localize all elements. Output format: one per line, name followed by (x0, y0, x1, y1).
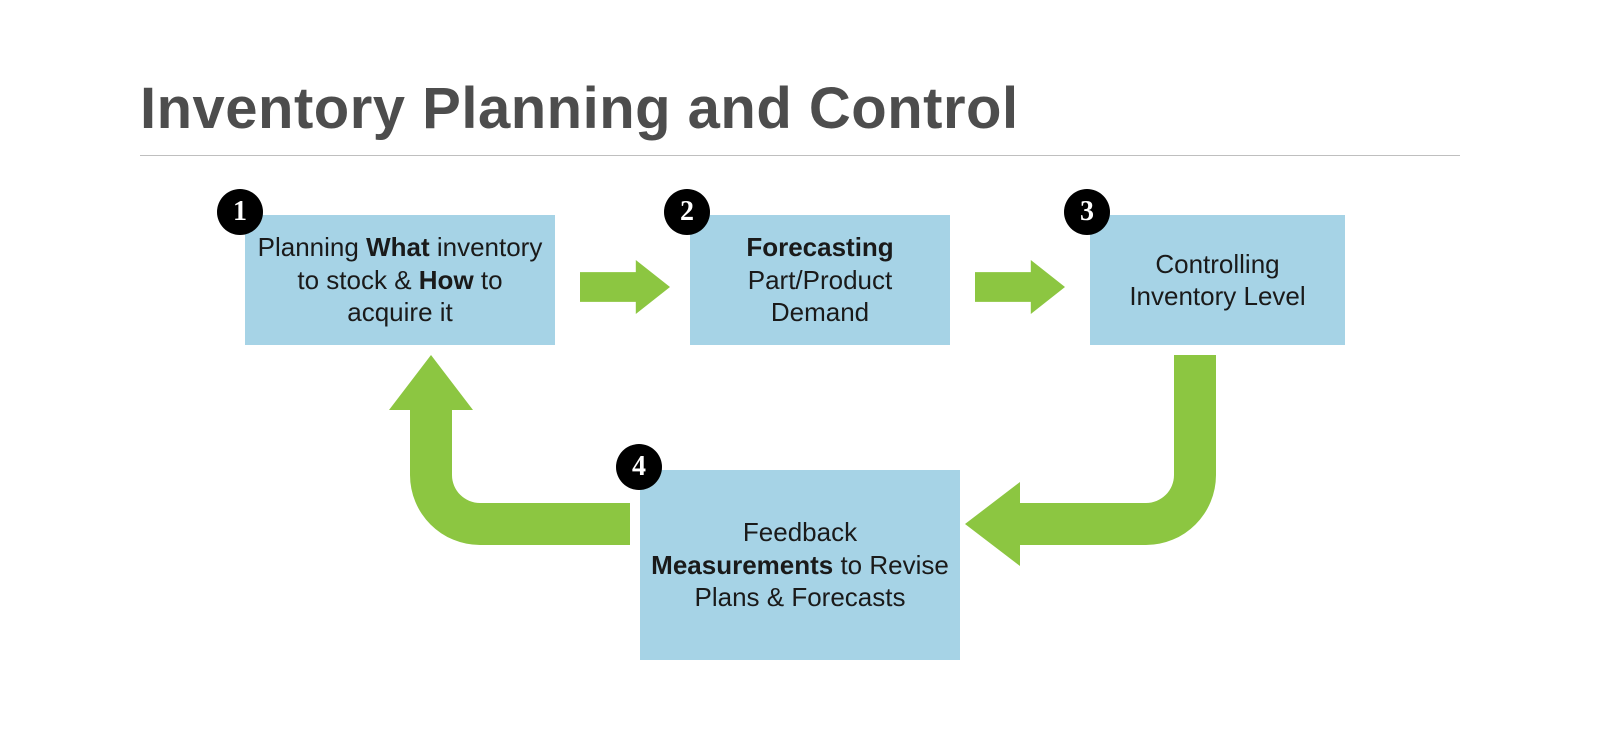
flow-node-label: Forecasting Part/Product Demand (700, 231, 940, 329)
flow-node-label: Planning What inventory to stock & How t… (255, 231, 545, 329)
flow-node-n1: Planning What inventory to stock & How t… (245, 215, 555, 345)
diagram-stage: Inventory Planning and Control Planning … (0, 0, 1600, 749)
flow-node-label: Feedback Measurements to Revise Plans & … (650, 516, 950, 614)
flow-node-n3: Controlling Inventory Level (1090, 215, 1345, 345)
page-title: Inventory Planning and Control (140, 75, 1019, 142)
arrow-a34 (965, 355, 1225, 575)
flow-node-label: Controlling Inventory Level (1100, 248, 1335, 313)
step-badge-2: 2 (664, 189, 710, 235)
step-badge-3: 3 (1064, 189, 1110, 235)
arrow-a23 (975, 260, 1065, 314)
step-badge-1: 1 (217, 189, 263, 235)
flow-node-n2: Forecasting Part/Product Demand (690, 215, 950, 345)
arrow-a41 (380, 355, 630, 575)
arrow-a12 (580, 260, 670, 314)
title-rule (140, 155, 1460, 156)
flow-node-n4: Feedback Measurements to Revise Plans & … (640, 470, 960, 660)
